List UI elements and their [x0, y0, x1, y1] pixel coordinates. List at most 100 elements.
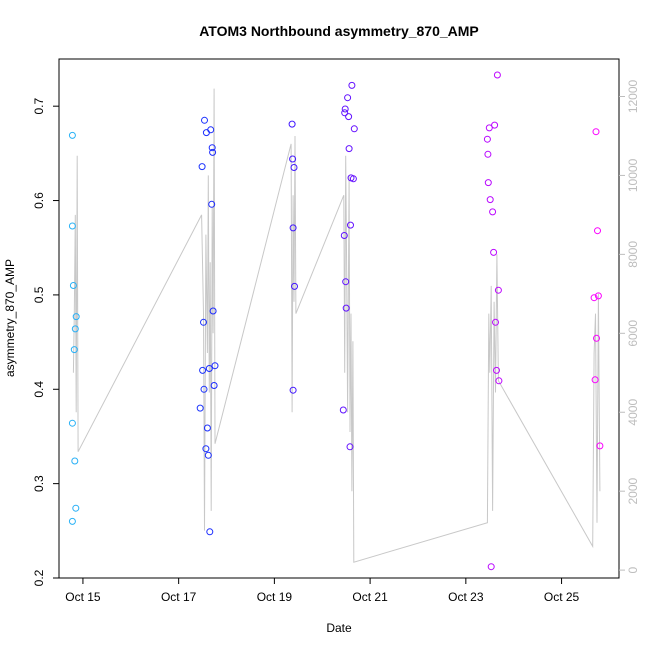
- x-tick-label: Oct 19: [257, 590, 293, 604]
- data-point: [290, 164, 298, 171]
- y-tick-label: 0.4: [32, 381, 46, 398]
- data-point: [72, 313, 80, 321]
- data-point: [596, 442, 604, 450]
- data-point: [485, 124, 493, 132]
- data-point: [206, 528, 214, 536]
- data-point: [342, 304, 350, 312]
- data-point: [489, 208, 497, 216]
- data-point: [349, 175, 357, 183]
- data-point: [210, 382, 218, 389]
- y2-tick-label: 4000: [626, 399, 640, 426]
- data-point: [200, 318, 207, 326]
- data-point: [341, 109, 349, 117]
- y-tick-label: 0.3: [32, 475, 46, 492]
- data-point: [594, 292, 602, 300]
- data-point: [493, 71, 501, 79]
- x-tick-label: Oct 21: [352, 590, 388, 604]
- data-point: [484, 150, 492, 158]
- data-point: [348, 81, 356, 89]
- data-point: [490, 248, 498, 256]
- data-point: [591, 376, 599, 384]
- data-point: [340, 232, 348, 239]
- data-point: [199, 366, 207, 374]
- data-point: [341, 105, 349, 113]
- data-point: [198, 163, 206, 171]
- x-tick-label: Oct 23: [448, 590, 484, 604]
- data-point: [209, 307, 217, 315]
- data-point: [68, 222, 76, 230]
- data-point: [196, 404, 204, 412]
- data-point: [342, 278, 350, 286]
- data-point: [291, 282, 298, 290]
- data-point: [590, 294, 598, 302]
- data-point: [493, 366, 500, 374]
- data-point: [69, 282, 77, 289]
- x-tick-label: Oct 17: [161, 590, 197, 604]
- data-point: [346, 443, 354, 451]
- x-tick-label: Oct 15: [65, 590, 101, 604]
- y-tick-label: 0.2: [32, 569, 46, 586]
- data-point: [483, 135, 491, 143]
- x-tick-label: Oct 25: [544, 590, 580, 604]
- data-point: [492, 318, 499, 326]
- data-point: [344, 94, 352, 102]
- y2-tick-label: 8000: [626, 241, 640, 268]
- y2-tick-label: 6000: [626, 320, 640, 347]
- line-series-path: [72, 88, 601, 563]
- y2-tick-label: 12000: [626, 79, 640, 113]
- data-point: [71, 457, 79, 465]
- data-point: [494, 286, 502, 294]
- y2-tick-label: 10000: [626, 158, 640, 192]
- y-axis-label: asymmetry_870_AMP: [3, 259, 17, 377]
- right-axis-line-series: [72, 88, 601, 563]
- data-point: [208, 200, 216, 208]
- data-point: [592, 128, 600, 136]
- data-point: [486, 196, 494, 204]
- data-point: [203, 424, 211, 432]
- scatter-points: [68, 71, 604, 571]
- data-point: [209, 148, 217, 156]
- data-point: [339, 406, 347, 414]
- y-axis-right: 0 2000 4000 6000 8000 10000 12000: [619, 79, 640, 573]
- data-point: [345, 145, 353, 153]
- data-point: [345, 113, 353, 121]
- data-point: [211, 362, 219, 370]
- data-point: [593, 334, 600, 342]
- data-point: [347, 221, 354, 229]
- data-point: [71, 325, 79, 333]
- data-point: [202, 129, 210, 137]
- y-tick-label: 0.7: [32, 98, 46, 115]
- data-point: [200, 385, 208, 393]
- y-axis-left: 0.2 0.3 0.4 0.5 0.6 0.7: [32, 98, 59, 586]
- data-point: [594, 227, 601, 235]
- data-point: [70, 346, 78, 354]
- data-point: [491, 121, 499, 129]
- data-point: [202, 445, 210, 453]
- data-point: [289, 224, 297, 232]
- data-point: [68, 131, 76, 139]
- y-tick-label: 0.6: [32, 192, 46, 209]
- data-point: [207, 126, 215, 134]
- data-point: [288, 120, 296, 128]
- x-axis-label: Date: [326, 621, 352, 635]
- data-point: [208, 144, 216, 152]
- data-point: [289, 155, 297, 163]
- data-point: [495, 377, 503, 385]
- data-point: [484, 179, 492, 187]
- plot-area-frame: [58, 58, 620, 579]
- data-point: [68, 517, 76, 525]
- data-point: [72, 504, 80, 512]
- data-point: [205, 365, 213, 372]
- data-point: [289, 386, 297, 394]
- data-point: [68, 419, 76, 427]
- y-tick-label: 0.5: [32, 286, 46, 303]
- data-point: [350, 125, 358, 133]
- y2-tick-label: 0: [626, 566, 640, 573]
- x-axis: Oct 15 Oct 17 Oct 19 Oct 21 Oct 23 Oct 25: [65, 578, 580, 604]
- chart-title: ATOM3 Northbound asymmetry_870_AMP: [199, 23, 479, 39]
- data-point: [487, 563, 495, 571]
- data-point: [201, 116, 208, 124]
- data-point: [204, 451, 212, 459]
- y2-tick-label: 2000: [626, 478, 640, 505]
